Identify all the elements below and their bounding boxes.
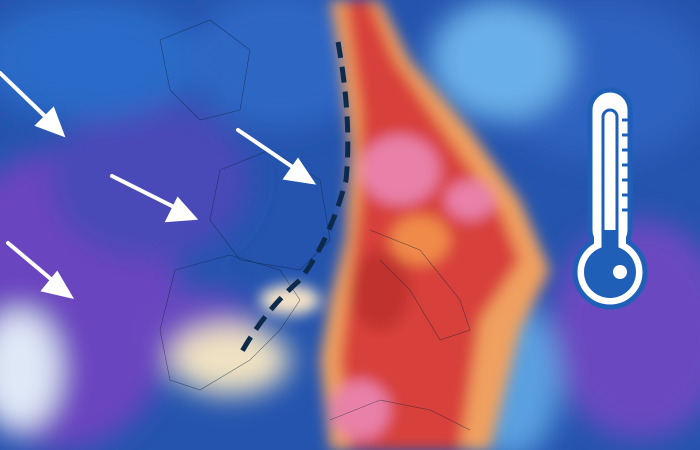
cold-front-line [237, 41, 351, 357]
wind-arrow-icon [0, 71, 66, 138]
thermometer-icon [572, 87, 648, 310]
wind-arrows [0, 71, 317, 299]
coastlines [159, 19, 471, 431]
wind-arrow-icon [110, 174, 199, 223]
wind-arrow-icon [6, 241, 75, 299]
wind-arrow-icon [236, 128, 317, 185]
heat-plume [260, 0, 550, 450]
